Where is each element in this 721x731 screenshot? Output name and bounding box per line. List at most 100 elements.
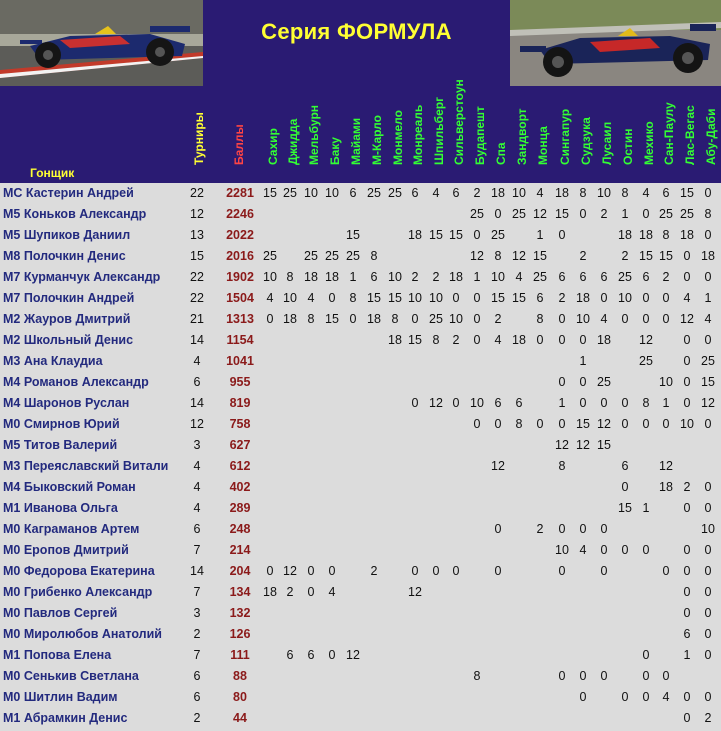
race-result: 25 <box>367 186 381 200</box>
points-total: 126 <box>229 627 251 641</box>
race-result <box>426 351 446 372</box>
tournaments-count: 7 <box>193 585 201 599</box>
race-result: 0 <box>600 291 608 305</box>
race-result: 15 <box>576 417 590 431</box>
race-result: 18 <box>449 270 463 284</box>
race-result <box>280 456 300 477</box>
race-result <box>467 708 487 729</box>
race-result <box>385 624 405 645</box>
race-result: 6 <box>558 270 566 284</box>
race-result <box>426 645 446 666</box>
race-result <box>552 498 572 519</box>
race-result: 0 <box>328 564 336 578</box>
race-result <box>280 540 300 561</box>
race-result <box>343 666 363 687</box>
race-result <box>426 708 446 729</box>
race-result <box>656 708 676 729</box>
race-column-header: Абу-Даби <box>704 108 718 165</box>
race-result <box>509 435 529 456</box>
race-result: 6 <box>600 270 608 284</box>
table-row: М3 Переяславский Витали 4 612 12 8 6 12 <box>0 456 721 477</box>
race-result <box>280 225 300 246</box>
race-result: 18 <box>618 228 632 242</box>
race-result: 2 <box>452 333 460 347</box>
race-result <box>488 351 508 372</box>
race-result <box>364 498 384 519</box>
race-result <box>530 435 550 456</box>
race-result: 0 <box>662 312 670 326</box>
race-result <box>573 624 593 645</box>
race-result <box>656 624 676 645</box>
race-result <box>426 456 446 477</box>
race-result: 2 <box>536 522 544 536</box>
race-result: 25 <box>283 186 297 200</box>
race-result: 0 <box>579 333 587 347</box>
race-result: 2 <box>662 270 670 284</box>
race-result: 1 <box>704 291 712 305</box>
race-result: 4 <box>307 291 315 305</box>
driver-name: М0 Смирнов Юрий <box>3 417 120 431</box>
race-result: 0 <box>642 648 650 662</box>
race-result <box>467 624 487 645</box>
driver-name: М2 Жауров Дмитрий <box>3 312 131 326</box>
table-row: М4 Шаронов Руслан 14 819 0 12 0 10 6 6 1 0 0 0 8 1 0 12 <box>0 393 721 414</box>
race-result: 8 <box>494 249 502 263</box>
race-result: 0 <box>683 396 691 410</box>
table-row: М0 Каграманов Артем 6 248 0 2 0 0 0 10 <box>0 519 721 540</box>
race-result <box>426 435 446 456</box>
race-result <box>343 624 363 645</box>
race-result <box>301 225 321 246</box>
race-result <box>385 687 405 708</box>
race-result: 0 <box>621 543 629 557</box>
race-result <box>426 246 446 267</box>
race-result <box>509 582 529 603</box>
race-result <box>573 561 593 582</box>
race-result <box>280 498 300 519</box>
race-result: 0 <box>704 543 712 557</box>
table-row: М1 Попова Елена 7 111 6 6 0 12 0 1 0 <box>0 645 721 666</box>
race-result <box>364 519 384 540</box>
race-result: 25 <box>680 207 694 221</box>
race-result: 15 <box>263 186 277 200</box>
race-result <box>322 456 342 477</box>
race-result: 0 <box>579 690 587 704</box>
race-result: 0 <box>558 564 566 578</box>
race-column-header: Мехико <box>642 121 656 165</box>
race-result <box>426 477 446 498</box>
race-result <box>343 414 363 435</box>
tournaments-count: 22 <box>190 291 204 305</box>
race-result <box>446 582 466 603</box>
table-row: М4 Романов Александр 6 955 0 0 25 10 0 15 <box>0 372 721 393</box>
race-result <box>364 708 384 729</box>
table-row: М5 Коньков Александр 12 2246 25 0 25 12 15 0 2 1 0 2… <box>0 204 721 225</box>
race-result <box>426 666 446 687</box>
driver-name: М0 Федорова Екатерина <box>3 564 155 578</box>
points-column-header: Баллы <box>232 124 246 165</box>
race-result: 12 <box>470 249 484 263</box>
race-result <box>467 540 487 561</box>
tournaments-count: 6 <box>193 375 201 389</box>
race-result: 0 <box>683 375 691 389</box>
race-result: 0 <box>642 543 650 557</box>
race-column-header: Шпильберг <box>432 96 446 165</box>
race-result: 8 <box>432 333 440 347</box>
race-result <box>426 603 446 624</box>
race-result <box>322 603 342 624</box>
race-result <box>405 435 425 456</box>
page-title: Серия ФОРМУЛА <box>261 19 452 44</box>
points-total: 819 <box>229 396 251 410</box>
race-result <box>426 204 446 225</box>
race-result: 18 <box>388 333 402 347</box>
race-result <box>509 687 529 708</box>
race-result: 0 <box>473 228 481 242</box>
race-result <box>405 414 425 435</box>
race-result: 0 <box>662 669 670 683</box>
race-result <box>364 477 384 498</box>
race-result: 0 <box>662 291 670 305</box>
table-row: М1 Абрамкин Денис 2 44 0 2 <box>0 708 721 729</box>
race-result: 0 <box>411 312 419 326</box>
points-total: 955 <box>229 375 251 389</box>
race-result <box>301 540 321 561</box>
race-result: 6 <box>494 396 502 410</box>
race-result: 0 <box>642 690 650 704</box>
